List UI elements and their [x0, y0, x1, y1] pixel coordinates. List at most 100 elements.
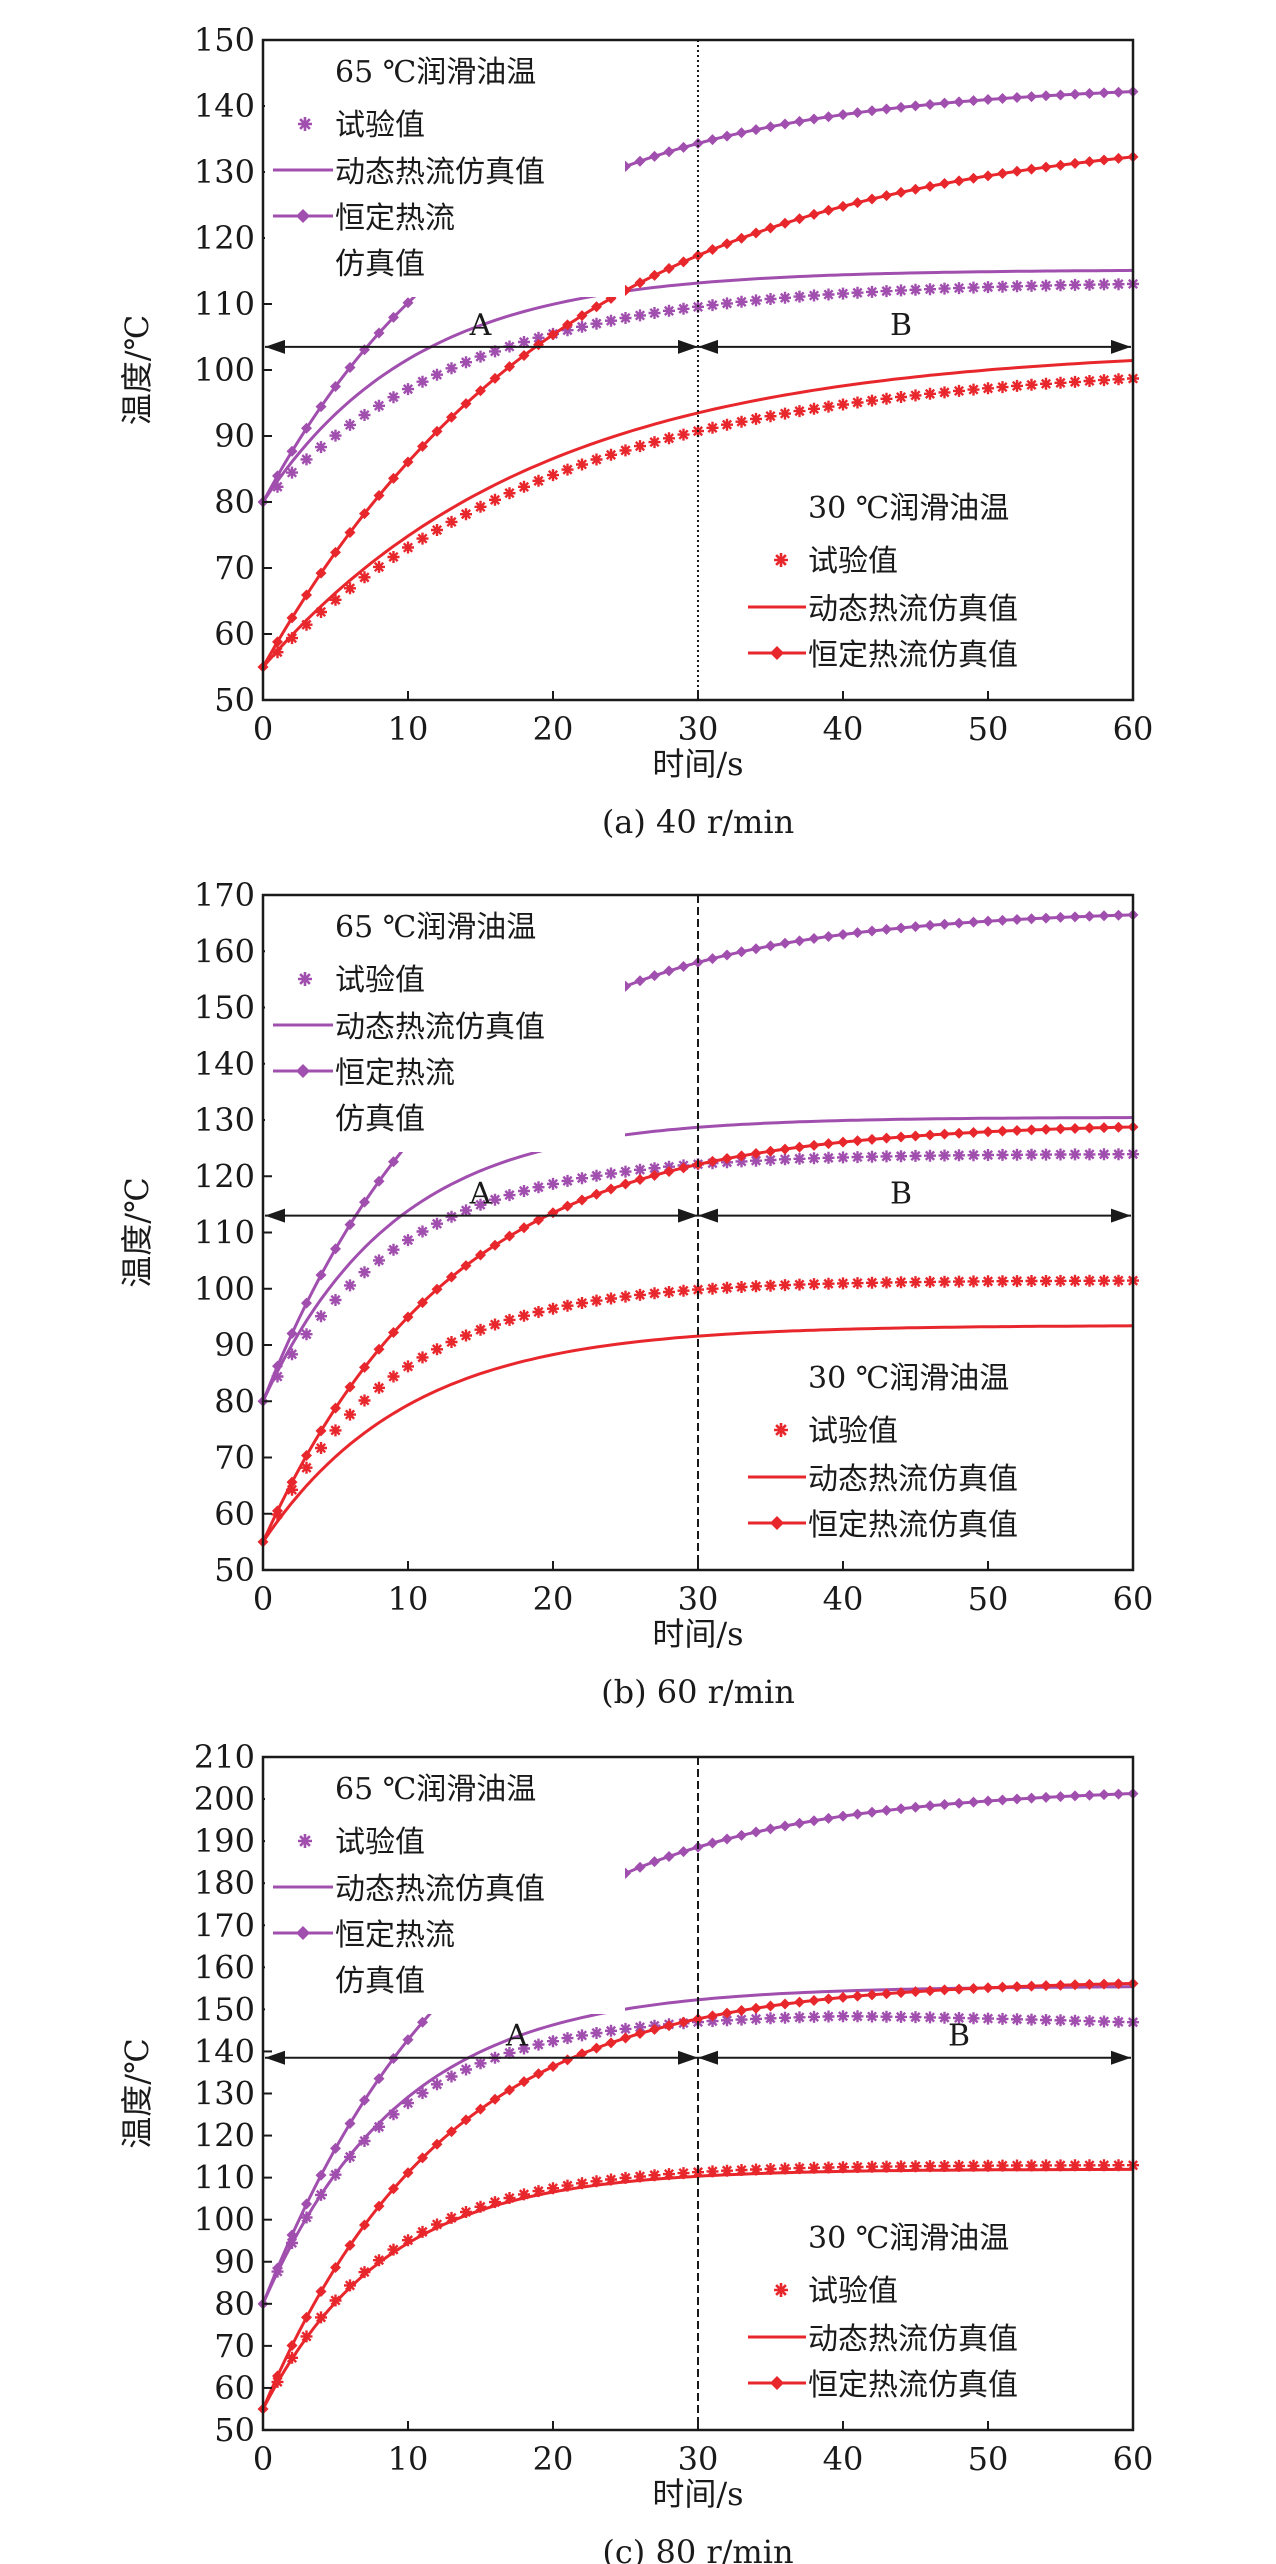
data-point-hot-constant	[1069, 911, 1081, 923]
data-point-cold-experiment	[808, 1278, 820, 1291]
data-point-cold-constant	[707, 243, 718, 255]
y-tick-label: 80	[214, 2285, 255, 2323]
data-point-cold-constant	[1011, 165, 1023, 177]
legend-hot-experiment-marker	[298, 117, 312, 131]
data-point-cold-experiment	[619, 444, 632, 457]
data-point-hot-constant	[692, 137, 704, 149]
data-point-cold-experiment	[880, 2160, 893, 2173]
data-point-cold-constant	[576, 1194, 588, 1206]
data-point-hot-constant	[881, 923, 892, 935]
data-point-hot-constant	[388, 311, 399, 323]
data-point-cold-experiment	[576, 1297, 588, 1309]
data-point-hot-constant	[344, 1219, 356, 1231]
data-point-cold-experiment	[895, 1276, 907, 1289]
data-point-cold-experiment	[1011, 2159, 1023, 2172]
data-point-cold-constant	[388, 2183, 399, 2195]
data-point-hot-experiment	[358, 2135, 371, 2147]
y-tick-label: 100	[194, 2201, 255, 2239]
x-tick-label: 50	[968, 1580, 1009, 1618]
data-point-hot-constant	[330, 1243, 341, 1255]
data-point-cold-experiment	[590, 1294, 603, 1307]
data-point-cold-constant	[852, 197, 863, 209]
data-point-hot-constant	[373, 1175, 385, 1187]
data-point-cold-experiment	[677, 2167, 690, 2180]
data-point-cold-experiment	[503, 487, 516, 500]
x-tick-label: 10	[388, 1580, 429, 1618]
data-point-cold-experiment	[590, 2175, 603, 2188]
data-point-cold-experiment	[1069, 1274, 1081, 1287]
x-tick-label: 60	[1113, 1580, 1154, 1618]
data-point-cold-experiment	[445, 2211, 458, 2224]
data-point-hot-experiment	[532, 331, 545, 344]
data-point-cold-experiment	[793, 1278, 806, 1291]
data-point-cold-experiment	[605, 448, 617, 461]
arrow-head	[678, 2050, 698, 2065]
data-point-hot-constant	[330, 2142, 341, 2154]
series-cold-experiment	[271, 372, 1139, 659]
data-point-cold-constant	[301, 1450, 312, 1462]
data-point-hot-constant	[982, 1795, 994, 1807]
data-point-hot-experiment	[1083, 1148, 1096, 1161]
data-point-cold-experiment	[982, 2159, 994, 2172]
legend-hot-title: 65 ℃润滑油温	[335, 55, 536, 90]
data-point-hot-constant	[678, 141, 689, 153]
data-point-cold-experiment	[764, 2163, 777, 2175]
data-point-cold-experiment	[315, 1442, 327, 1454]
legend-hot-constant-marker	[296, 1926, 310, 1940]
data-point-cold-constant	[489, 2093, 501, 2105]
data-point-cold-experiment	[663, 2168, 675, 2181]
y-tick-label: 120	[194, 219, 255, 257]
data-point-cold-constant	[605, 2037, 617, 2049]
data-point-cold-experiment	[590, 453, 603, 466]
data-point-cold-constant	[910, 183, 921, 195]
arrow-head	[265, 1208, 285, 1223]
y-tick-label: 100	[194, 351, 255, 389]
data-point-hot-experiment	[793, 290, 806, 303]
data-point-hot-constant	[402, 297, 414, 309]
data-point-cold-experiment	[619, 2171, 632, 2184]
data-point-cold-experiment	[634, 1288, 646, 1301]
data-point-hot-experiment	[750, 1154, 762, 1167]
data-point-cold-constant	[649, 1169, 660, 1181]
data-point-hot-experiment	[837, 287, 849, 300]
data-point-cold-experiment	[619, 1290, 632, 1303]
data-point-cold-constant	[315, 1425, 327, 1437]
y-tick-label: 210	[194, 1738, 255, 1776]
data-point-cold-constant	[272, 1505, 283, 1517]
chart-caption: (a) 40 r/min	[602, 803, 794, 841]
data-point-cold-experiment	[866, 394, 878, 407]
data-point-hot-constant	[924, 98, 936, 110]
data-point-cold-experiment	[938, 2160, 951, 2172]
data-point-hot-constant	[997, 1794, 1008, 1806]
data-point-cold-constant	[489, 1239, 501, 1251]
data-point-hot-experiment	[402, 383, 414, 396]
data-point-cold-constant	[460, 2114, 472, 2126]
data-point-cold-constant	[547, 329, 559, 341]
arrow-head	[1111, 2050, 1131, 2065]
x-tick-label: 20	[533, 2440, 574, 2478]
series-cold-dynamic	[261, 1324, 1134, 1543]
legend-hot-entry: 试验值	[335, 1825, 425, 1860]
data-point-cold-experiment	[344, 1408, 356, 1421]
data-point-hot-experiment	[1040, 279, 1052, 292]
data-point-cold-constant	[765, 222, 776, 234]
series-hot-experiment	[271, 2010, 1139, 2278]
data-point-hot-constant	[402, 2034, 414, 2046]
data-point-hot-experiment	[808, 1152, 820, 1165]
legend-cold-entry: 试验值	[808, 1414, 898, 1449]
data-point-hot-experiment	[793, 1152, 806, 1165]
y-tick-label: 110	[194, 2159, 255, 2197]
data-point-hot-constant	[634, 1861, 646, 1873]
data-point-cold-experiment	[924, 387, 936, 400]
data-point-hot-constant	[678, 961, 689, 973]
data-point-hot-constant	[953, 917, 965, 929]
data-point-hot-experiment	[590, 1169, 603, 1182]
data-point-cold-experiment	[793, 2162, 806, 2175]
region-arrows	[265, 2050, 1131, 2065]
y-tick-label: 170	[194, 876, 255, 914]
data-point-cold-constant	[431, 1283, 443, 1295]
x-tick-label: 40	[823, 710, 864, 748]
data-point-hot-constant	[895, 1803, 907, 1815]
data-point-hot-experiment	[938, 2011, 951, 2024]
data-point-hot-experiment	[735, 2013, 748, 2026]
